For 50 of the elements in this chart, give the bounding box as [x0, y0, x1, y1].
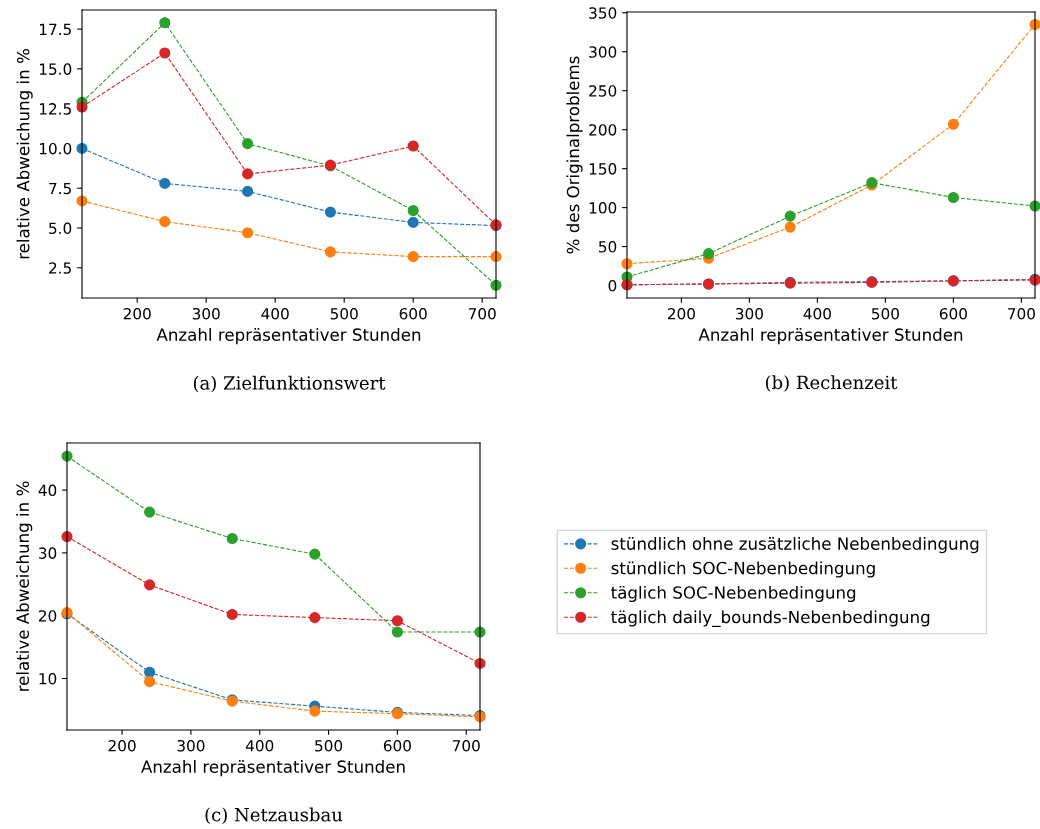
y-tick-label: 40 [38, 484, 57, 497]
x-tick-label: 400 [803, 307, 831, 320]
y-tick-label: 5.0 [49, 222, 72, 235]
legend-label: täglich daily_bounds-Nebenbedingung [611, 610, 930, 627]
x-tick-label: 400 [261, 307, 289, 320]
y-tick-label: 350 [589, 7, 617, 19]
y-tick-label: 300 [589, 46, 617, 58]
x-tick-label: 600 [939, 307, 967, 320]
text: (b) Rechenzeit [765, 375, 898, 392]
x-tick-label: 300 [192, 307, 220, 320]
x-tick-label: 600 [399, 307, 427, 320]
y-tick-label: 10.0 [39, 142, 72, 155]
y-tick-label: 17.5 [39, 23, 71, 36]
x-tick-label: 700 [452, 739, 480, 752]
y-tick-label: 200 [589, 124, 617, 136]
x-tick-label: 700 [468, 307, 496, 320]
y-tick-label: 2.5 [49, 262, 71, 274]
y-tick-label: 150 [589, 163, 617, 175]
x-tick-label: 200 [667, 307, 695, 320]
y-tick-label: 10 [39, 672, 57, 685]
x-axis-title: Anzahl repräsentativer Stunden [698, 328, 963, 345]
text: (a) Zielfunktionswert [193, 375, 386, 393]
legend-label: täglich SOC-Nebenbedingung [611, 585, 856, 603]
x-tick-label: 500 [872, 307, 899, 320]
y-tick-label: 7.5 [49, 182, 71, 195]
legend-label: stündlich SOC-Nebenbedingung [611, 561, 875, 578]
x-tick-label: 600 [383, 739, 411, 752]
y-axis-title: relative Abweichung in % [16, 49, 33, 259]
x-tick-label: 400 [245, 739, 274, 752]
y-tick-label: 100 [589, 202, 617, 214]
y-axis-title: % des Originalproblems [566, 56, 583, 254]
x-tick-label: 700 [1008, 307, 1035, 320]
y-axis-title: relative Abweichung in % [16, 481, 33, 691]
x-axis-title: Anzahl repräsentativer Stunden [156, 328, 421, 345]
y-tick-label: 30 [39, 547, 57, 559]
y-tick-label: 250 [589, 85, 617, 97]
x-tick-label: 500 [330, 307, 358, 320]
x-tick-label: 500 [315, 739, 343, 752]
y-tick-label: 50 [599, 241, 617, 253]
y-tick-label: 15.0 [39, 63, 72, 75]
x-tick-label: 200 [108, 739, 136, 752]
x-axis-title: Anzahl repräsentativer Stunden [141, 760, 405, 777]
y-tick-label: 0 [608, 280, 617, 292]
y-tick-label: 12.5 [39, 103, 71, 115]
legend-label: stündlich ohne zusätzliche Nebenbedingung [611, 537, 979, 554]
x-tick-label: 300 [735, 307, 763, 320]
y-tick-label: 20 [38, 610, 57, 622]
x-tick-label: 200 [123, 307, 151, 320]
text: (c) Netzausbau [205, 807, 343, 825]
x-tick-label: 300 [177, 739, 205, 752]
